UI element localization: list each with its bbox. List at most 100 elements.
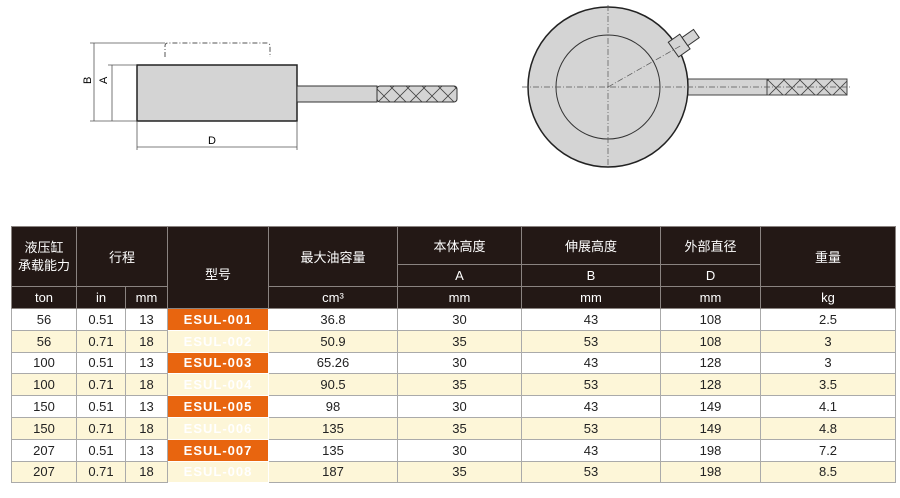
- cell-weight: 3: [760, 351, 897, 375]
- cell-body-height: 30: [397, 438, 523, 462]
- cell-stroke-mm: 18: [124, 373, 169, 397]
- unit-stroke-mm: mm: [124, 286, 169, 309]
- cell-outer-diameter: 149: [660, 395, 762, 418]
- cell-weight: 3: [760, 329, 897, 353]
- cell-stroke-in: 0.71: [76, 460, 126, 484]
- header-a: A: [397, 264, 523, 287]
- label-d: D: [208, 135, 216, 147]
- table-row: 207 0.71 18 ESUL-008 187 35 53 198 8.5: [11, 460, 897, 484]
- unit-capacity: ton: [11, 286, 77, 309]
- cell-capacity: 56: [11, 329, 77, 353]
- cell-stroke-in: 0.51: [76, 438, 126, 462]
- cell-outer-diameter: 128: [660, 373, 762, 397]
- cell-outer-diameter: 149: [660, 416, 762, 440]
- cell-body-height: 35: [397, 329, 523, 353]
- cell-weight: 2.5: [760, 308, 897, 331]
- unit-weight: kg: [760, 286, 897, 309]
- cell-weight: 4.8: [760, 416, 897, 440]
- unit-d: mm: [660, 286, 762, 309]
- header-oil-capacity: 最大油容量: [268, 226, 399, 287]
- cell-outer-diameter: 198: [660, 438, 762, 462]
- cell-model: ESUL-003: [167, 351, 270, 375]
- cell-weight: 7.2: [760, 438, 897, 462]
- cell-stroke-in: 0.51: [76, 308, 126, 331]
- table-row: 150 0.51 13 ESUL-005 98 30 43 149 4.1: [11, 395, 897, 418]
- cell-extended-height: 43: [521, 308, 662, 331]
- header-weight: 重量: [760, 226, 897, 287]
- cell-oil-capacity: 90.5: [268, 373, 399, 397]
- cell-body-height: 35: [397, 373, 523, 397]
- table-row: 56 0.71 18 ESUL-002 50.9 35 53 108 3: [11, 329, 897, 353]
- cell-oil-capacity: 135: [268, 438, 399, 462]
- header-capacity: 液压缸 承载能力: [11, 226, 77, 287]
- cell-stroke-mm: 18: [124, 460, 169, 484]
- cell-oil-capacity: 50.9: [268, 329, 399, 353]
- cell-outer-diameter: 108: [660, 308, 762, 331]
- top-view: [522, 5, 852, 170]
- cell-capacity: 150: [11, 395, 77, 418]
- cell-extended-height: 43: [521, 351, 662, 375]
- cell-weight: 3.5: [760, 373, 897, 397]
- cell-weight: 8.5: [760, 460, 897, 484]
- cell-stroke-mm: 18: [124, 416, 169, 440]
- cell-oil-capacity: 187: [268, 460, 399, 484]
- table-row: 100 0.51 13 ESUL-003 65.26 30 43 128 3: [11, 351, 897, 375]
- cell-capacity: 207: [11, 438, 77, 462]
- cylinder-drawings: B A D: [82, 5, 852, 170]
- unit-oil: cm³: [268, 286, 399, 309]
- cell-model: ESUL-006: [167, 416, 270, 440]
- header-outer-diameter: 外部直径: [660, 226, 762, 265]
- cell-model: ESUL-005: [167, 395, 270, 418]
- cell-extended-height: 53: [521, 373, 662, 397]
- cell-capacity: 100: [11, 351, 77, 375]
- cell-extended-height: 53: [521, 416, 662, 440]
- cell-outer-diameter: 128: [660, 351, 762, 375]
- cell-capacity: 150: [11, 416, 77, 440]
- cell-oil-capacity: 36.8: [268, 308, 399, 331]
- cell-oil-capacity: 98: [268, 395, 399, 418]
- cell-model: ESUL-004: [167, 373, 270, 397]
- cell-model: ESUL-001: [167, 308, 270, 331]
- cell-extended-height: 53: [521, 460, 662, 484]
- cell-stroke-mm: 13: [124, 308, 169, 331]
- cell-oil-capacity: 65.26: [268, 351, 399, 375]
- cell-stroke-mm: 13: [124, 351, 169, 375]
- table-row: 150 0.71 18 ESUL-006 135 35 53 149 4.8: [11, 416, 897, 440]
- cell-model: ESUL-002: [167, 329, 270, 353]
- header-stroke: 行程: [75, 226, 169, 287]
- header-model: 型号: [167, 226, 270, 309]
- cell-stroke-in: 0.71: [76, 329, 126, 353]
- cell-stroke-in: 0.71: [76, 416, 126, 440]
- cell-weight: 4.1: [760, 395, 897, 418]
- cell-oil-capacity: 135: [268, 416, 399, 440]
- cell-stroke-mm: 13: [124, 395, 169, 418]
- cell-capacity: 207: [11, 460, 77, 484]
- label-b: B: [82, 77, 94, 84]
- cell-body-height: 35: [397, 416, 523, 440]
- header-body-height: 本体高度: [397, 226, 523, 265]
- cell-body-height: 35: [397, 460, 523, 484]
- table-row: 56 0.51 13 ESUL-001 36.8 30 43 108 2.5: [11, 308, 897, 331]
- cell-stroke-in: 0.71: [76, 373, 126, 397]
- side-view: B A D: [82, 42, 458, 150]
- cell-outer-diameter: 198: [660, 460, 762, 484]
- table-row: 100 0.71 18 ESUL-004 90.5 35 53 128 3.5: [11, 373, 897, 397]
- cell-body-height: 30: [397, 351, 523, 375]
- unit-stroke-in: in: [76, 286, 126, 309]
- cell-body-height: 30: [397, 395, 523, 418]
- unit-a: mm: [397, 286, 523, 309]
- cell-stroke-mm: 18: [124, 329, 169, 353]
- label-a: A: [98, 76, 110, 84]
- cell-extended-height: 43: [521, 395, 662, 418]
- cell-capacity: 56: [11, 308, 77, 331]
- header-extended-height: 伸展高度: [521, 226, 662, 265]
- cell-extended-height: 43: [521, 438, 662, 462]
- cell-capacity: 100: [11, 373, 77, 397]
- header-d: D: [660, 264, 762, 287]
- cell-body-height: 30: [397, 308, 523, 331]
- cell-stroke-in: 0.51: [76, 395, 126, 418]
- specification-table: 液压缸 承载能力 行程 型号 最大油容量 本体高度 伸展高度 外部直径 重量 A…: [11, 226, 897, 484]
- cell-extended-height: 53: [521, 329, 662, 353]
- cell-stroke-in: 0.51: [76, 351, 126, 375]
- cell-model: ESUL-007: [167, 438, 270, 462]
